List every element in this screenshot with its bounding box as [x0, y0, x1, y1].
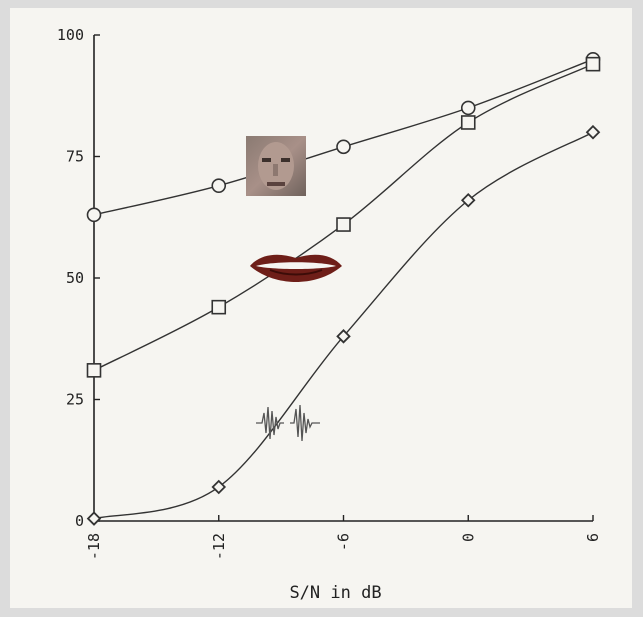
marker-diamond — [86, 511, 102, 526]
legend-icons — [246, 136, 342, 442]
face-icon — [246, 136, 306, 196]
y-tick-label: 25 — [66, 391, 84, 409]
x-tick-label: -12 — [210, 533, 228, 560]
series-line-diamond — [93, 131, 594, 520]
marker-square — [460, 115, 476, 130]
x-axis-title: S/N in dB — [289, 583, 381, 603]
marker-square — [336, 217, 351, 232]
marker-diamond — [460, 192, 476, 208]
y-tick-label: 50 — [66, 269, 84, 287]
marker-circle — [211, 178, 227, 193]
x-tick-label: -18 — [85, 533, 103, 560]
marker-circle — [460, 100, 476, 116]
figure-frame: 0 25 50 75 100 -18 -12 -6 0 6 S/N in dB — [10, 8, 632, 608]
series-layer — [86, 51, 601, 526]
x-tick-label: 0 — [459, 533, 477, 542]
marker-diamond — [585, 124, 601, 140]
marker-diamond — [211, 479, 227, 495]
lips-icon — [250, 254, 342, 282]
waveform-icon — [256, 404, 320, 442]
marker-square — [86, 363, 102, 378]
line-chart: 0 25 50 75 100 -18 -12 -6 0 6 S/N in dB — [57, 26, 602, 603]
marker-square — [585, 56, 601, 72]
axes: 0 25 50 75 100 -18 -12 -6 0 6 S/N in dB — [57, 26, 602, 603]
x-tick-label: 6 — [584, 533, 602, 542]
series-line-circle — [93, 58, 594, 216]
y-tick-label: 75 — [66, 148, 84, 166]
y-tick-label: 100 — [57, 26, 84, 44]
marker-circle — [86, 207, 102, 223]
y-tick-label: 0 — [75, 512, 84, 530]
x-tick-label: -6 — [335, 533, 353, 551]
marker-circle — [336, 139, 351, 155]
marker-diamond — [336, 329, 351, 344]
marker-square — [211, 299, 227, 315]
